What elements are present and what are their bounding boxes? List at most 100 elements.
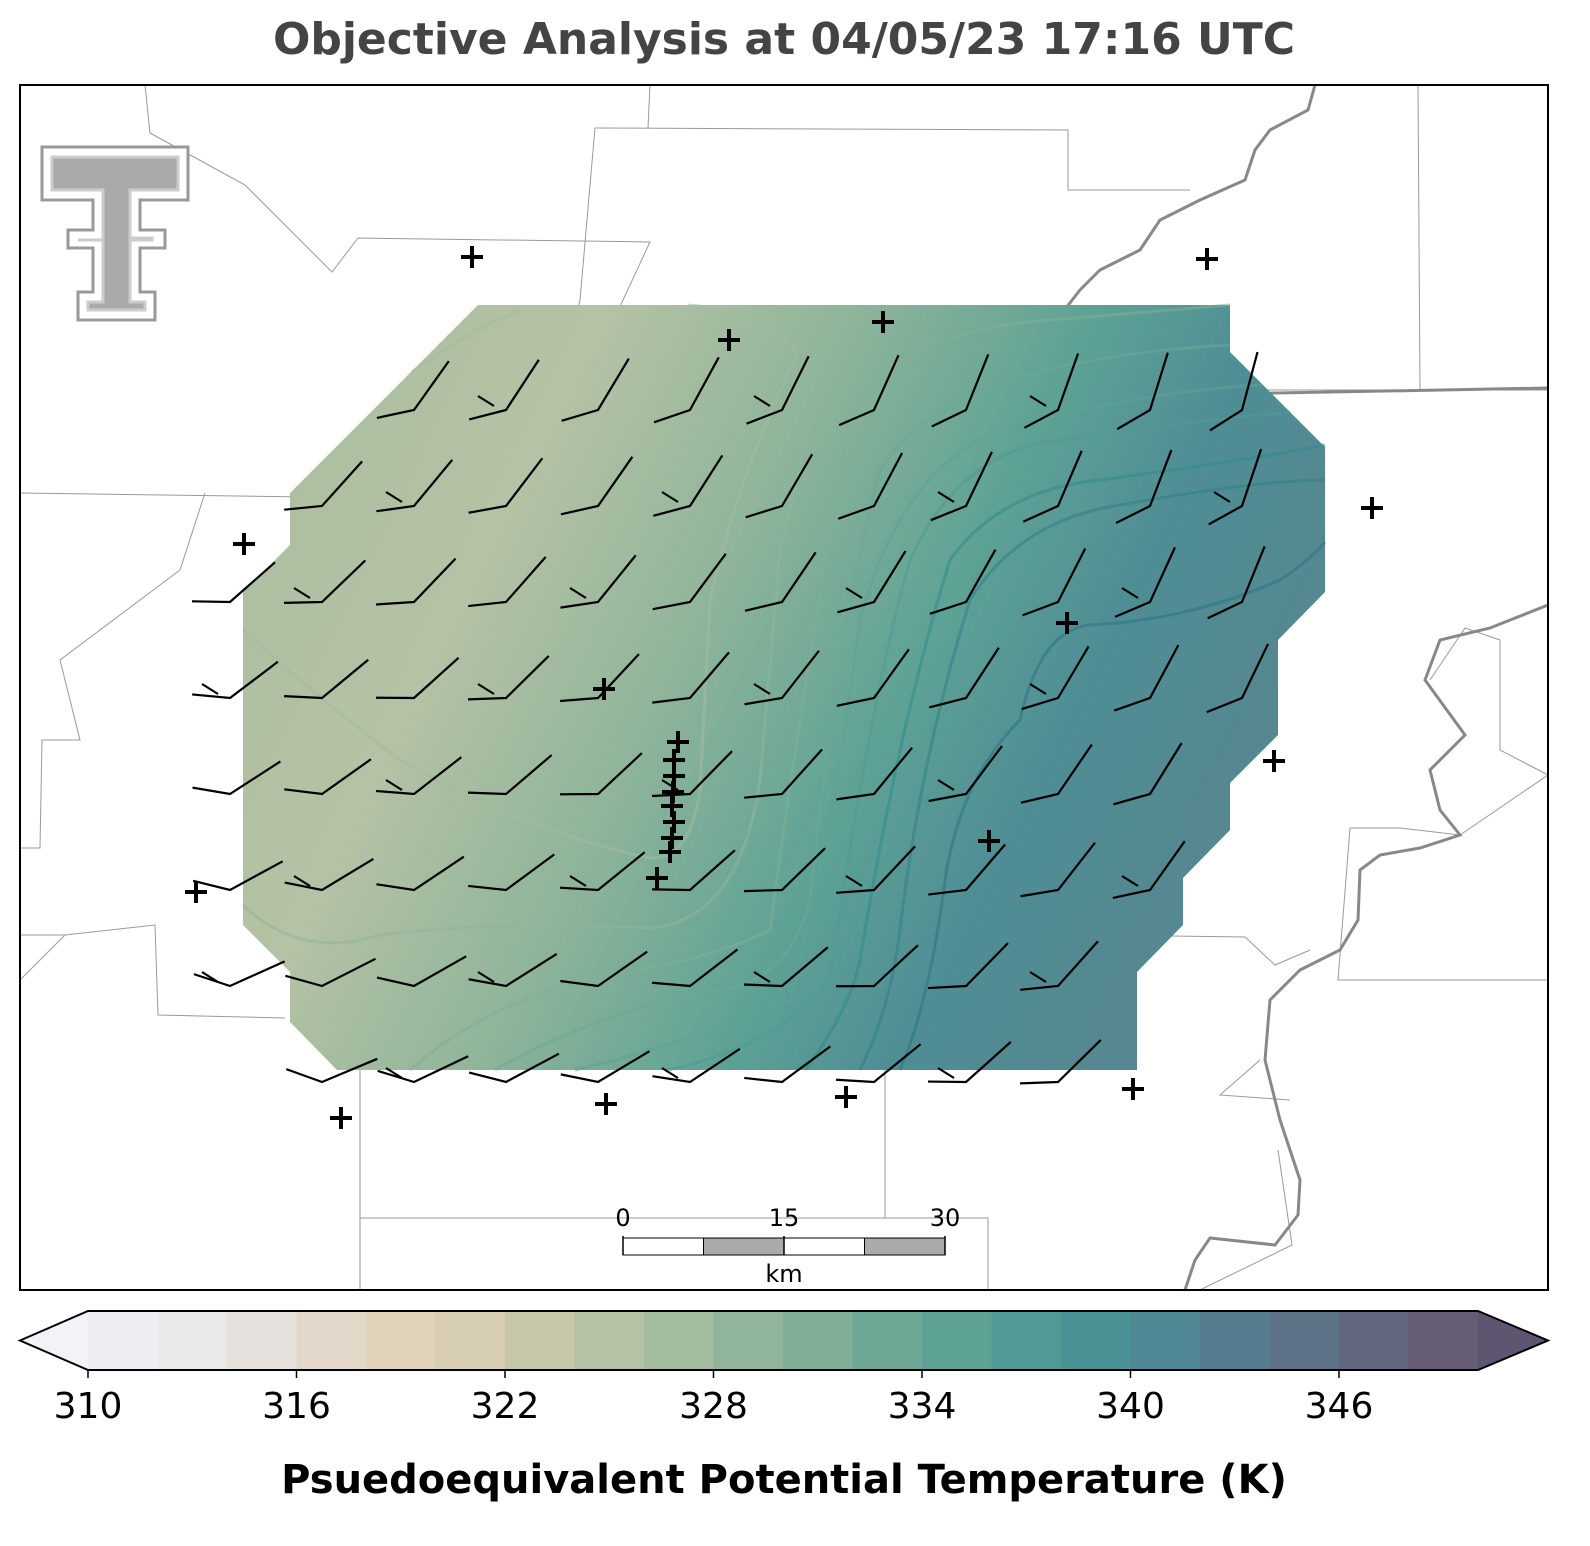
wind-barb [1021,645,1090,711]
colorbar-tick-label: 334 [888,1386,957,1427]
colorbar: 310 316 322 328 334 340 346 [17,1310,1551,1427]
colorbar-bin [991,1311,1062,1370]
wind-barb-half [661,491,679,503]
colorbar-bin [1408,1311,1479,1370]
wind-barb [467,754,553,796]
station-marker [646,867,668,889]
wind-barb [653,356,720,424]
wind-barb [927,942,1009,990]
colorbar-bin [922,1311,992,1370]
wind-barb [560,456,634,516]
wind-barb [929,549,997,615]
wind-barb [835,944,919,988]
wind-barb [1116,352,1169,431]
wind-barb [651,750,733,798]
wind-barb [285,957,376,988]
colorbar-tick-label: 328 [679,1386,748,1427]
wind-barb-half [845,587,863,599]
wind-barb-half [385,1067,403,1079]
wind-barb [838,354,900,427]
wind-barb [191,561,276,604]
logo [40,145,190,322]
wind-barb [192,660,279,700]
wind-barb [376,955,467,988]
wind-barb [744,748,823,799]
wind-barb [376,360,450,420]
colorbar-bin [783,1311,853,1370]
wind-barb [1022,450,1083,523]
wind-barb-half [753,971,771,983]
scale-bar: 0 15 30 km [615,1204,960,1288]
wind-barb [1020,940,1099,991]
colorbar-bin [227,1311,297,1370]
wind-barb [652,454,724,517]
wind-barb [1020,842,1096,898]
wind-barb [560,851,646,892]
wind-barb [468,953,558,988]
wind-barb [744,1045,831,1084]
scale-segment [703,1237,785,1256]
colorbar-bin [88,1311,158,1370]
wind-barb [377,1055,469,1084]
wind-barb [652,553,727,611]
station-marker [593,678,615,700]
wind-barb [561,357,630,422]
wind-barb-half [753,395,771,407]
wind-barb [284,758,372,796]
wind-barb [928,647,1000,709]
scale-tick-label: 0 [615,1204,630,1232]
wind-barb-half [1121,587,1139,599]
wind-barb [192,860,284,892]
wind-barb [652,948,739,988]
wind-barb [836,845,916,894]
wind-barb-half [753,683,771,695]
colorbar-bin [366,1311,436,1370]
wind-barb-half [569,587,587,599]
wind-barb [467,655,550,701]
wind-barb-half [845,875,863,887]
wind-barb [1019,1039,1102,1085]
wind-barb [283,559,367,604]
colorbar-bin [157,1311,228,1370]
wind-barb-half [1121,875,1139,887]
wind-barb [560,950,648,988]
wind-barb [1115,449,1173,524]
wind-barb-half [661,1067,679,1079]
wind-barb [560,1050,651,1084]
scale-segment [864,1237,946,1256]
station-marker [978,830,1000,852]
station-marker [1196,248,1218,270]
scale-tick-label: 15 [769,1204,800,1232]
wind-barb [285,1057,378,1084]
wind-barb [836,1043,922,1084]
wind-barb-half [201,971,219,983]
scale-segment [783,1237,865,1256]
colorbar-bin [1339,1311,1409,1370]
wind-barb [284,460,363,511]
wind-barb [744,551,817,612]
wind-barb [468,1052,560,1084]
station-marker [659,841,681,863]
station-marker [330,1107,352,1129]
map-area [20,85,1548,1290]
wind-barb [192,760,281,796]
station-marker [1056,612,1078,634]
colorbar-bin [1061,1311,1131,1370]
wind-barb [1022,548,1087,617]
colorbar-bin [435,1311,506,1370]
wind-barb [468,853,555,892]
wind-barb [652,1047,741,1084]
wind-barb [193,960,286,988]
wind-barb [560,554,637,609]
wind-barb [928,843,1006,896]
colorbar-tick-label: 316 [262,1386,331,1427]
wind-barb [1113,644,1180,712]
wind-barb [376,855,465,892]
colorbar-bin [713,1311,784,1370]
wind-barb [468,556,547,608]
wind-barb [1020,743,1093,804]
wind-barb-half [477,683,495,695]
station-marker [667,731,689,753]
wind-barb-half [661,779,679,791]
colorbar-bin [1130,1311,1201,1370]
